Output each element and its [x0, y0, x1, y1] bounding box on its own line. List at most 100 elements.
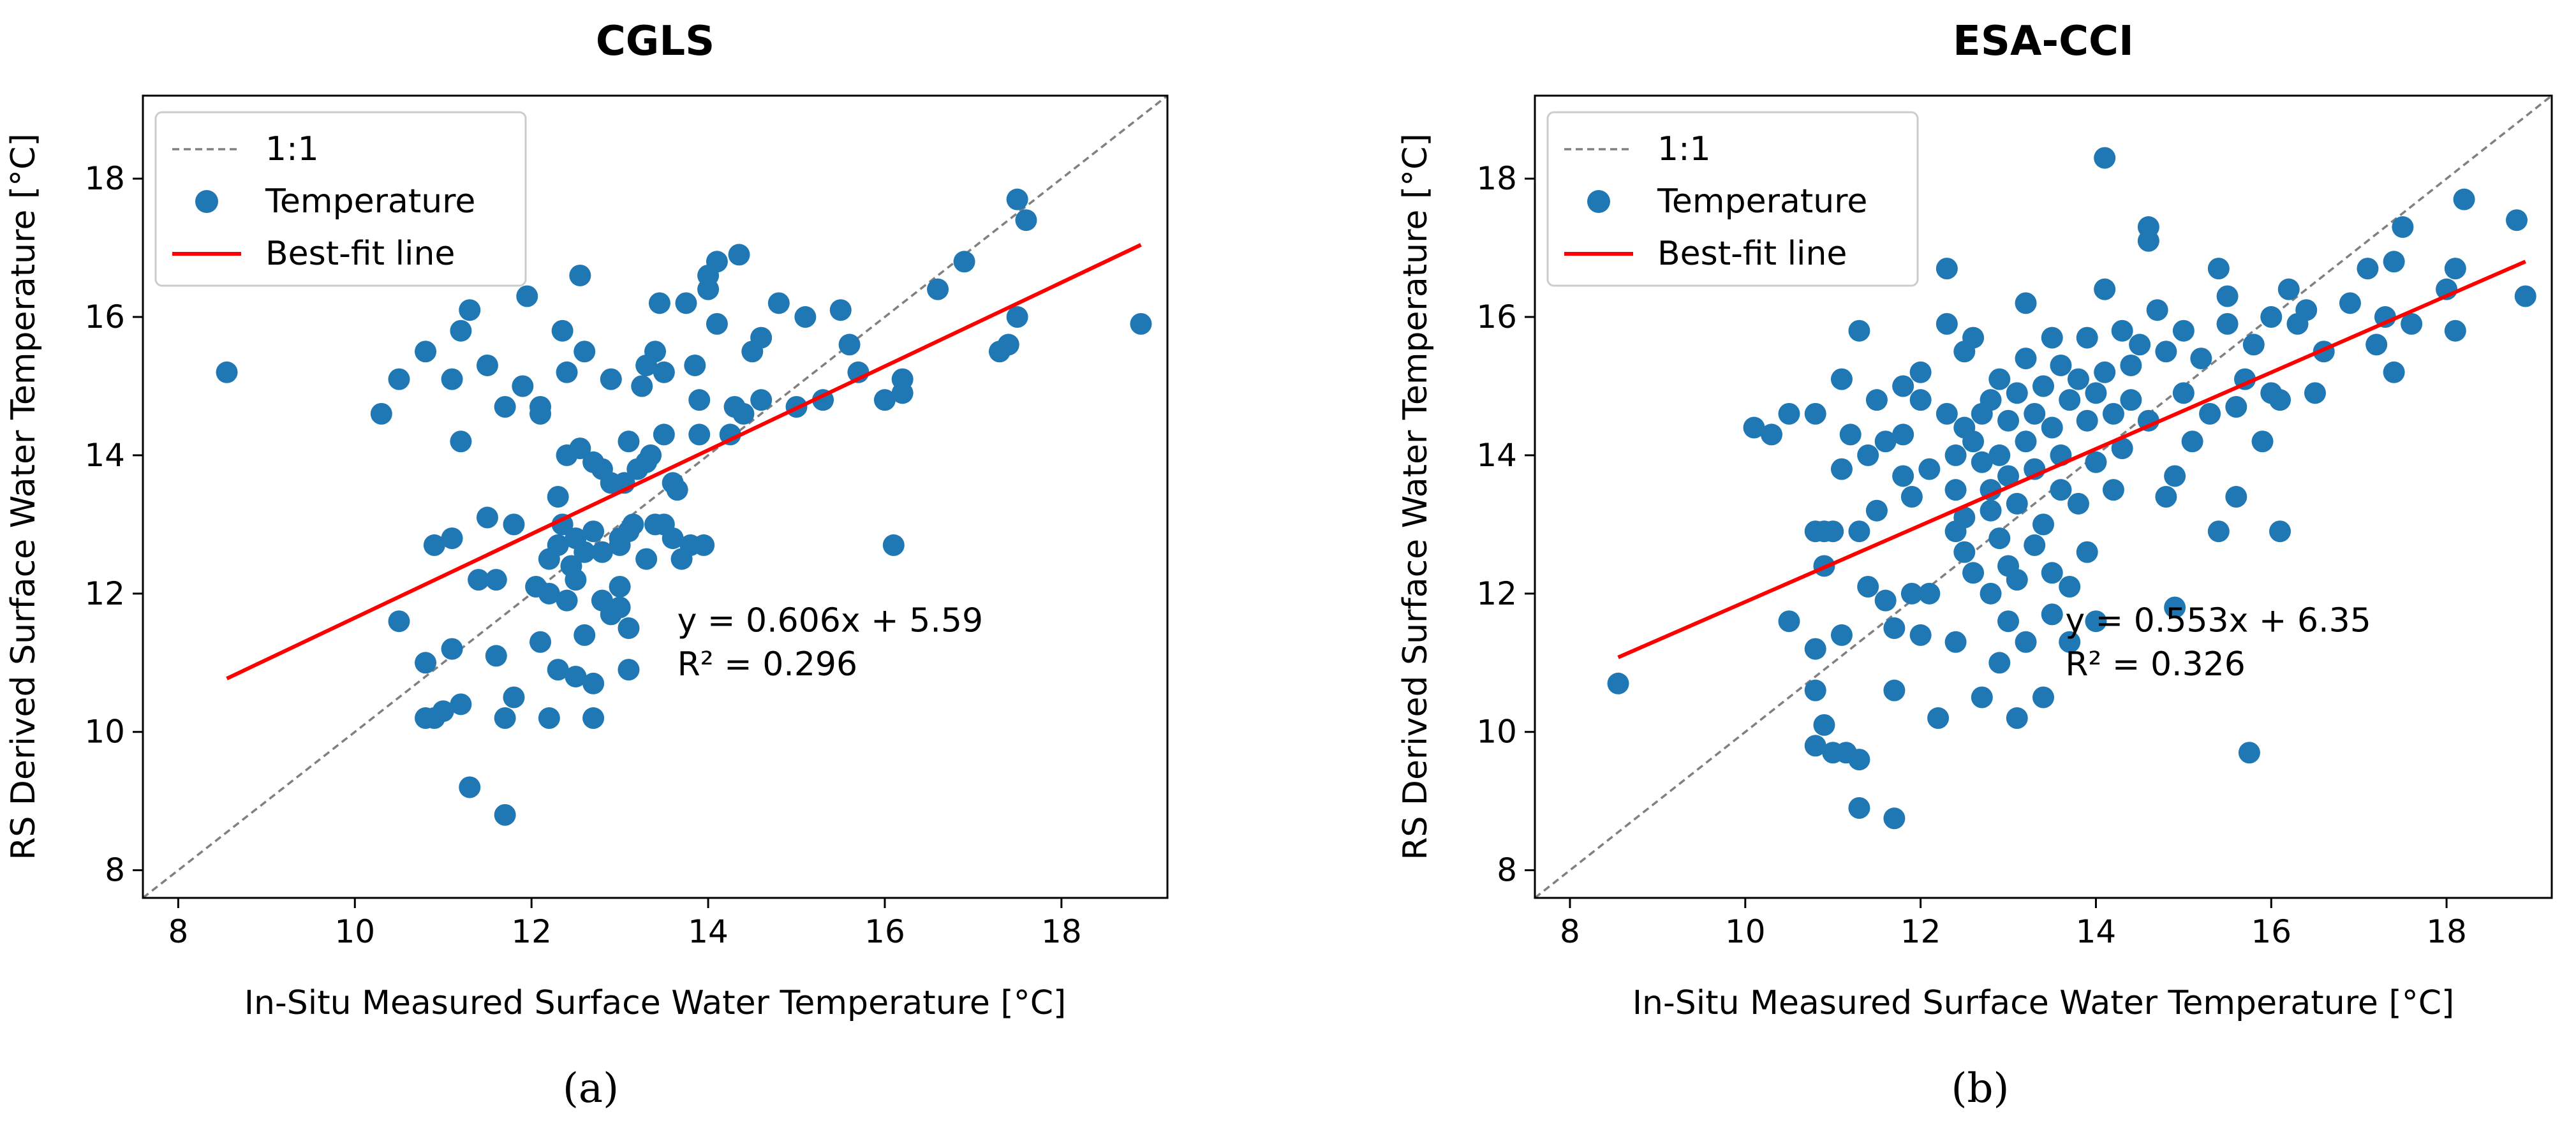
data-point	[2339, 292, 2361, 314]
data-point	[494, 396, 516, 418]
data-point	[1761, 423, 1783, 446]
data-point	[1830, 368, 1853, 390]
data-point	[2514, 285, 2536, 307]
legend-points-label: Temperature	[265, 182, 475, 221]
data-point	[2383, 361, 2405, 383]
data-point	[1918, 582, 1941, 605]
legend-identity-label: 1:1	[265, 130, 319, 168]
data-point	[2032, 686, 2054, 708]
data-point	[1874, 589, 1897, 612]
data-point	[2172, 382, 2195, 404]
data-point	[1804, 735, 1826, 757]
data-point	[1892, 375, 1914, 397]
data-point	[2392, 216, 2414, 239]
data-point	[1883, 807, 1906, 830]
data-point	[1839, 423, 1862, 446]
data-point	[516, 285, 538, 307]
data-point	[2444, 258, 2466, 280]
data-point	[485, 645, 507, 667]
data-point	[609, 575, 631, 598]
data-point	[1980, 499, 2002, 522]
y-axis-label: RS Derived Surface Water Temperature [°C…	[4, 133, 43, 860]
data-point	[1988, 527, 2011, 550]
data-point	[1909, 361, 1932, 383]
fit-equation: y = 0.606x + 5.59	[677, 601, 983, 640]
data-point	[2304, 382, 2326, 404]
data-point	[666, 479, 688, 501]
data-point	[2059, 575, 2081, 598]
data-point	[675, 292, 697, 314]
data-point	[538, 707, 560, 730]
data-point	[609, 596, 631, 619]
data-point	[459, 299, 481, 321]
data-point	[2181, 430, 2203, 453]
data-point	[216, 361, 238, 383]
data-point	[2225, 396, 2247, 418]
best-fit-line	[226, 243, 1142, 680]
data-point	[1804, 638, 1826, 660]
data-point	[1900, 486, 1923, 508]
y-tick-label: 12	[84, 575, 125, 612]
data-point	[2155, 341, 2177, 363]
fit-equation: y = 0.553x + 6.35	[2065, 601, 2371, 640]
data-point	[582, 707, 605, 730]
data-point	[1857, 444, 1879, 466]
data-point	[1909, 624, 1932, 646]
data-point	[2506, 209, 2528, 231]
data-point	[1936, 258, 1958, 280]
data-point	[441, 638, 463, 660]
data-point	[1848, 319, 1870, 342]
data-point	[2164, 465, 2186, 487]
data-point	[1962, 430, 1985, 453]
data-point	[1743, 416, 1765, 439]
data-point	[618, 659, 640, 681]
data-point	[1936, 312, 1958, 335]
data-point	[503, 686, 525, 708]
data-point	[2383, 251, 2405, 273]
data-point	[503, 513, 525, 536]
data-point	[582, 520, 605, 543]
data-point	[2199, 402, 2221, 425]
data-point	[2006, 569, 2028, 591]
data-point	[565, 665, 587, 687]
data-point	[459, 776, 481, 798]
x-tick-label: 8	[168, 913, 188, 950]
data-point	[2067, 368, 2089, 390]
data-point	[1927, 707, 1950, 730]
data-point	[1015, 209, 1037, 231]
data-point	[2041, 327, 2063, 349]
legend-points-label: Temperature	[1657, 182, 1867, 221]
data-point	[2401, 312, 2423, 335]
data-point	[574, 541, 596, 563]
data-point	[1804, 679, 1826, 701]
data-point	[2094, 278, 2116, 300]
data-point	[2076, 327, 2098, 349]
data-point	[551, 319, 574, 342]
legend-fit-label: Best-fit line	[1657, 235, 1847, 273]
y-tick-label: 10	[84, 714, 125, 751]
data-point	[2006, 382, 2028, 404]
data-point	[547, 534, 569, 556]
data-point	[1988, 444, 2011, 466]
panel-caption: (a)	[563, 1065, 619, 1112]
data-point	[2207, 258, 2230, 280]
data-point	[1962, 327, 1985, 349]
data-point	[2365, 334, 2388, 356]
data-point	[388, 610, 410, 633]
data-point	[512, 375, 534, 397]
data-point	[631, 375, 653, 397]
data-point	[494, 707, 516, 730]
data-point	[494, 804, 516, 826]
panel-cgls: CGLS 8 10 12 14 16 18 8 10 12 14 16 18 In-Situ Measur…	[4, 18, 1169, 1112]
legend-fit-label: Best-fit line	[265, 235, 455, 273]
data-point	[2295, 299, 2318, 321]
x-tick-label: 16	[2251, 913, 2291, 950]
data-point	[547, 486, 569, 508]
data-point	[551, 513, 574, 536]
data-point	[2015, 348, 2037, 370]
data-point	[423, 534, 445, 556]
x-tick-label: 12	[511, 913, 552, 950]
y-tick-label: 8	[1497, 852, 1517, 889]
data-point	[2006, 492, 2028, 515]
